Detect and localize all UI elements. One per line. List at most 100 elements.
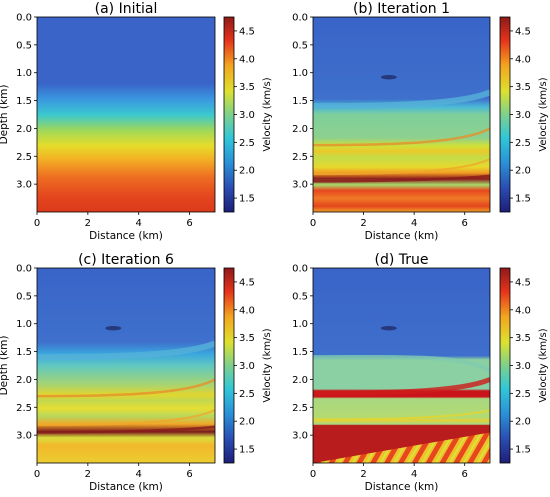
x-axis-label: Distance (km) (365, 230, 439, 242)
y-tick-label: 3.0 (16, 431, 32, 442)
y-tick-label: 2.0 (292, 375, 308, 386)
colorbar-tick-label: 3.0 (515, 361, 531, 372)
y-tick-label: 1.0 (16, 319, 32, 330)
x-tick-label: 4 (136, 218, 142, 229)
colorbar-label: Velocity (km/s) (538, 328, 549, 402)
heatmap-field (313, 17, 490, 212)
x-tick-label: 4 (411, 218, 417, 229)
colorbar-tick-label: 2.5 (239, 389, 255, 400)
colorbar (499, 267, 511, 464)
y-tick-label: 0.0 (292, 13, 308, 24)
colorbar-tick-label: 4.0 (515, 54, 531, 65)
colorbar-tick-label: 3.5 (239, 333, 255, 344)
plot-frame (312, 267, 491, 464)
layer-interface (313, 409, 490, 421)
low-velocity-anomaly (380, 325, 397, 331)
layer-interface (313, 174, 490, 183)
y-tick-label: 3.0 (292, 180, 308, 191)
layer-interface (313, 377, 490, 396)
layer-interface (37, 378, 215, 398)
colorbar-tick-label: 1.5 (239, 194, 255, 205)
y-tick-label: 0.5 (16, 40, 32, 51)
y-tick-label: 1.0 (16, 68, 32, 79)
colorbar-tick-label: 4.0 (515, 305, 531, 316)
heatmap-field (37, 268, 215, 463)
y-axis-label: Depth (km) (0, 85, 10, 145)
layer-interface (37, 425, 215, 434)
colorbar-tick-label: 1.5 (515, 445, 531, 456)
colorbar-tick-label: 2.5 (239, 138, 255, 149)
colorbar-tick-label: 3.5 (515, 333, 531, 344)
x-tick-label: 0 (310, 218, 316, 229)
x-tick-label: 2 (85, 469, 91, 480)
y-tick-label: 1.5 (292, 96, 308, 107)
x-tick-label: 6 (462, 469, 468, 480)
x-tick-label: 2 (360, 218, 366, 229)
x-tick-label: 4 (136, 469, 142, 480)
colorbar-tick-label: 4.0 (239, 305, 255, 316)
plot-frame (312, 16, 491, 213)
panel-title: (b) Iteration 1 (353, 1, 450, 17)
y-tick-label: 0.5 (292, 40, 308, 51)
x-axis-label: Distance (km) (89, 230, 163, 242)
panel-title: (c) Iteration 6 (78, 252, 174, 268)
low-velocity-anomaly (105, 325, 122, 331)
y-tick-label: 0.0 (16, 13, 32, 24)
x-tick-label: 0 (34, 469, 40, 480)
x-tick-label: 4 (411, 469, 417, 480)
colorbar-tick-label: 2.0 (515, 166, 531, 177)
y-tick-label: 3.0 (292, 431, 308, 442)
y-tick-label: 3.0 (16, 180, 32, 191)
panel-a: (a) Initial 0 2 4 6 0.0 0.5 1.0 1.5 2.0 2.5 3.0 Dist… (0, 1, 273, 242)
velocity-heatmap (37, 17, 215, 212)
layer-interface (313, 158, 490, 176)
x-tick-label: 2 (85, 218, 91, 229)
colorbar-tick-label: 2.5 (515, 138, 531, 149)
colorbar-tick-label: 1.5 (515, 194, 531, 205)
colorbar (223, 267, 235, 464)
y-tick-label: 0.0 (292, 264, 308, 275)
x-tick-label: 6 (186, 469, 192, 480)
panel-d: (d) True 0 2 4 6 0.0 0.5 1.0 1.5 2.0 2.5 3.0 Distanc… (292, 252, 549, 493)
y-axis-label: Depth (km) (0, 336, 10, 396)
y-tick-label: 0.5 (16, 291, 32, 302)
colorbar-tick-label: 3.5 (515, 82, 531, 93)
velocity-heatmap (313, 17, 490, 212)
colorbar-tick-label: 1.5 (239, 445, 255, 456)
colorbar (223, 16, 235, 213)
colorbar-tick-label: 4.5 (239, 277, 255, 288)
layer-interface (37, 340, 215, 361)
x-tick-label: 2 (360, 469, 366, 480)
x-axis-label: Distance (km) (365, 481, 439, 493)
layer-interface (313, 127, 490, 147)
colorbar-tick-label: 3.0 (515, 110, 531, 121)
panel-b: (b) Iteration 1 0 2 4 6 0.0 0.5 1.0 1.5 2.0 2.5 3.0… (292, 1, 549, 242)
layer-interface (313, 89, 490, 110)
colorbar-tick-label: 2.0 (239, 166, 255, 177)
velocity-heatmap (37, 268, 215, 463)
colorbar-label: Velocity (km/s) (262, 328, 273, 402)
y-tick-label: 1.5 (16, 347, 32, 358)
colorbar-tick-label: 2.0 (239, 417, 255, 428)
layer-interface (37, 409, 215, 427)
y-tick-label: 2.5 (292, 403, 308, 414)
y-tick-label: 2.0 (16, 124, 32, 135)
salt-layer (313, 425, 490, 463)
colorbar-label: Velocity (km/s) (262, 77, 273, 151)
colorbar-tick-label: 2.5 (515, 389, 531, 400)
y-tick-label: 1.5 (292, 347, 308, 358)
colorbar-tick-label: 4.5 (239, 26, 255, 37)
colorbar-tick-label: 2.0 (515, 417, 531, 428)
y-tick-label: 1.0 (292, 319, 308, 330)
layer-interface (313, 354, 490, 373)
colorbar-tick-label: 4.5 (515, 277, 531, 288)
y-tick-label: 0.0 (16, 264, 32, 275)
x-axis-label: Distance (km) (89, 481, 163, 493)
panel-c: (c) Iteration 6 0 2 4 6 0.0 0.5 1.0 1.5 2.0 2.5 3.0… (0, 252, 273, 493)
heatmap-field (37, 17, 215, 212)
colorbar-tick-label: 4.5 (515, 26, 531, 37)
plot-frame (36, 267, 216, 464)
y-tick-label: 2.0 (292, 124, 308, 135)
colorbar-tick-label: 3.0 (239, 361, 255, 372)
